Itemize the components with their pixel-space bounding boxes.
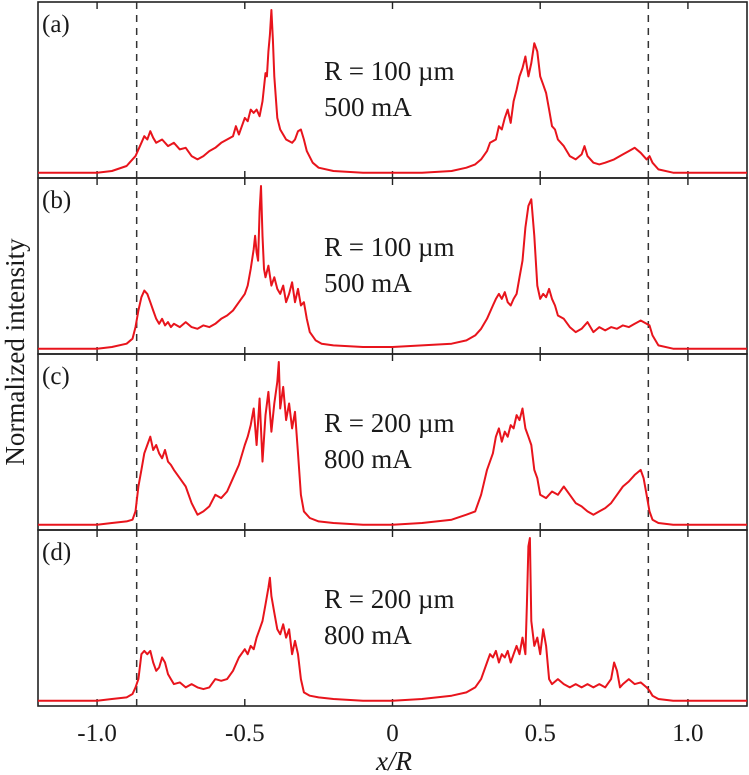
panel-annotation-line: 800 mA (324, 620, 412, 650)
panel-c: (c) R = 200 µm 800 mA (37, 353, 748, 531)
panel-d: (d) R = 200 µm 800 mA (37, 529, 748, 707)
panel-annotation-line: R = 100 µm (324, 232, 455, 262)
x-tick-label: 0 (386, 720, 399, 747)
panel-annotation-line: R = 100 µm (324, 56, 455, 86)
intensity-curve (38, 185, 747, 350)
intensity-curve (38, 537, 747, 702)
panel-annotation-line: R = 200 µm (324, 408, 455, 438)
panel-annotation-line: 500 mA (324, 268, 412, 298)
panel-frame (37, 529, 748, 707)
panel-label: (c) (42, 363, 70, 390)
panel-annotation-line: 500 mA (324, 92, 412, 122)
panel-annotation-line: R = 200 µm (324, 584, 455, 614)
x-axis: -1.0 -0.5 0 0.5 1.0 (77, 720, 703, 747)
x-tick-label: 0.5 (525, 720, 556, 747)
x-tick-label: -1.0 (77, 720, 117, 747)
panel-annotation-line: 800 mA (324, 444, 412, 474)
panel-frame (37, 177, 748, 355)
x-tick-label: 1.0 (672, 720, 703, 747)
panel-frame (37, 353, 748, 531)
panel-label: (d) (42, 539, 71, 566)
y-axis-label: Normalized intensity (0, 238, 30, 466)
x-axis-label: x/R (375, 746, 412, 775)
panel-b: (b) R = 100 µm 500 mA (37, 177, 748, 355)
x-tick-label: -0.5 (225, 720, 265, 747)
panels-layer: (a) R = 100 µm 500 mA (b) R = 100 µm 500 mA (c… (37, 1, 748, 707)
intensity-curve (38, 361, 747, 526)
panel-a: (a) R = 100 µm 500 mA (37, 1, 748, 179)
intensity-curve (38, 9, 747, 174)
panel-label: (b) (42, 187, 71, 214)
panel-label: (a) (42, 11, 70, 38)
